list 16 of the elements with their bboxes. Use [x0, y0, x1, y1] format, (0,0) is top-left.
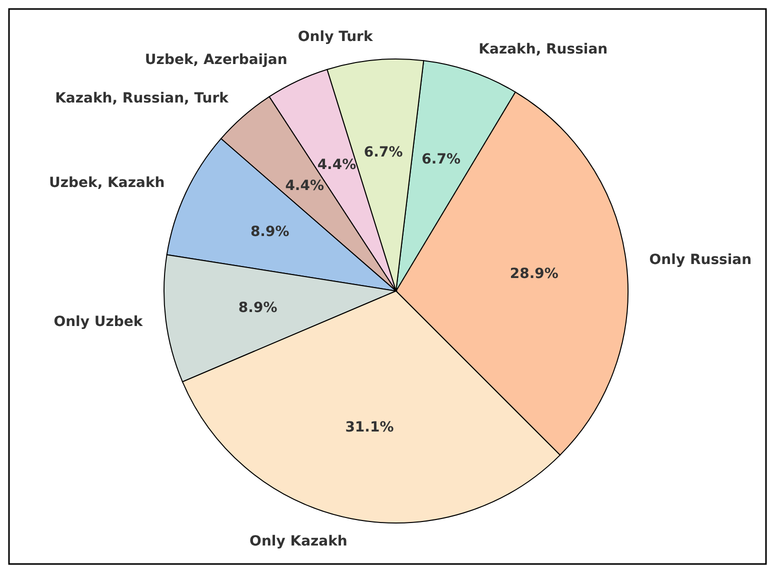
slice-label: Kazakh, Russian, Turk [55, 90, 230, 107]
data-label: 6.7% [364, 144, 403, 160]
data-label: 28.9% [510, 266, 558, 282]
data-label: 31.1% [345, 420, 394, 436]
slice-label: Only Kazakh [250, 534, 348, 550]
slice-label: Only Uzbek [54, 314, 144, 330]
slice-label: Uzbek, Azerbaijan [144, 52, 288, 68]
slice-label: Only Russian [649, 252, 752, 268]
data-label: 6.7% [422, 151, 461, 168]
slice-label: Only Turk [298, 28, 374, 45]
slice-label: Kazakh, Russian [478, 42, 608, 58]
data-label: 8.9% [238, 300, 278, 316]
data-label: 8.9% [250, 224, 290, 240]
slice-label: Uzbek, Kazakh [49, 175, 165, 192]
data-label: 4.4% [317, 157, 356, 174]
data-label: 4.4% [285, 178, 324, 194]
